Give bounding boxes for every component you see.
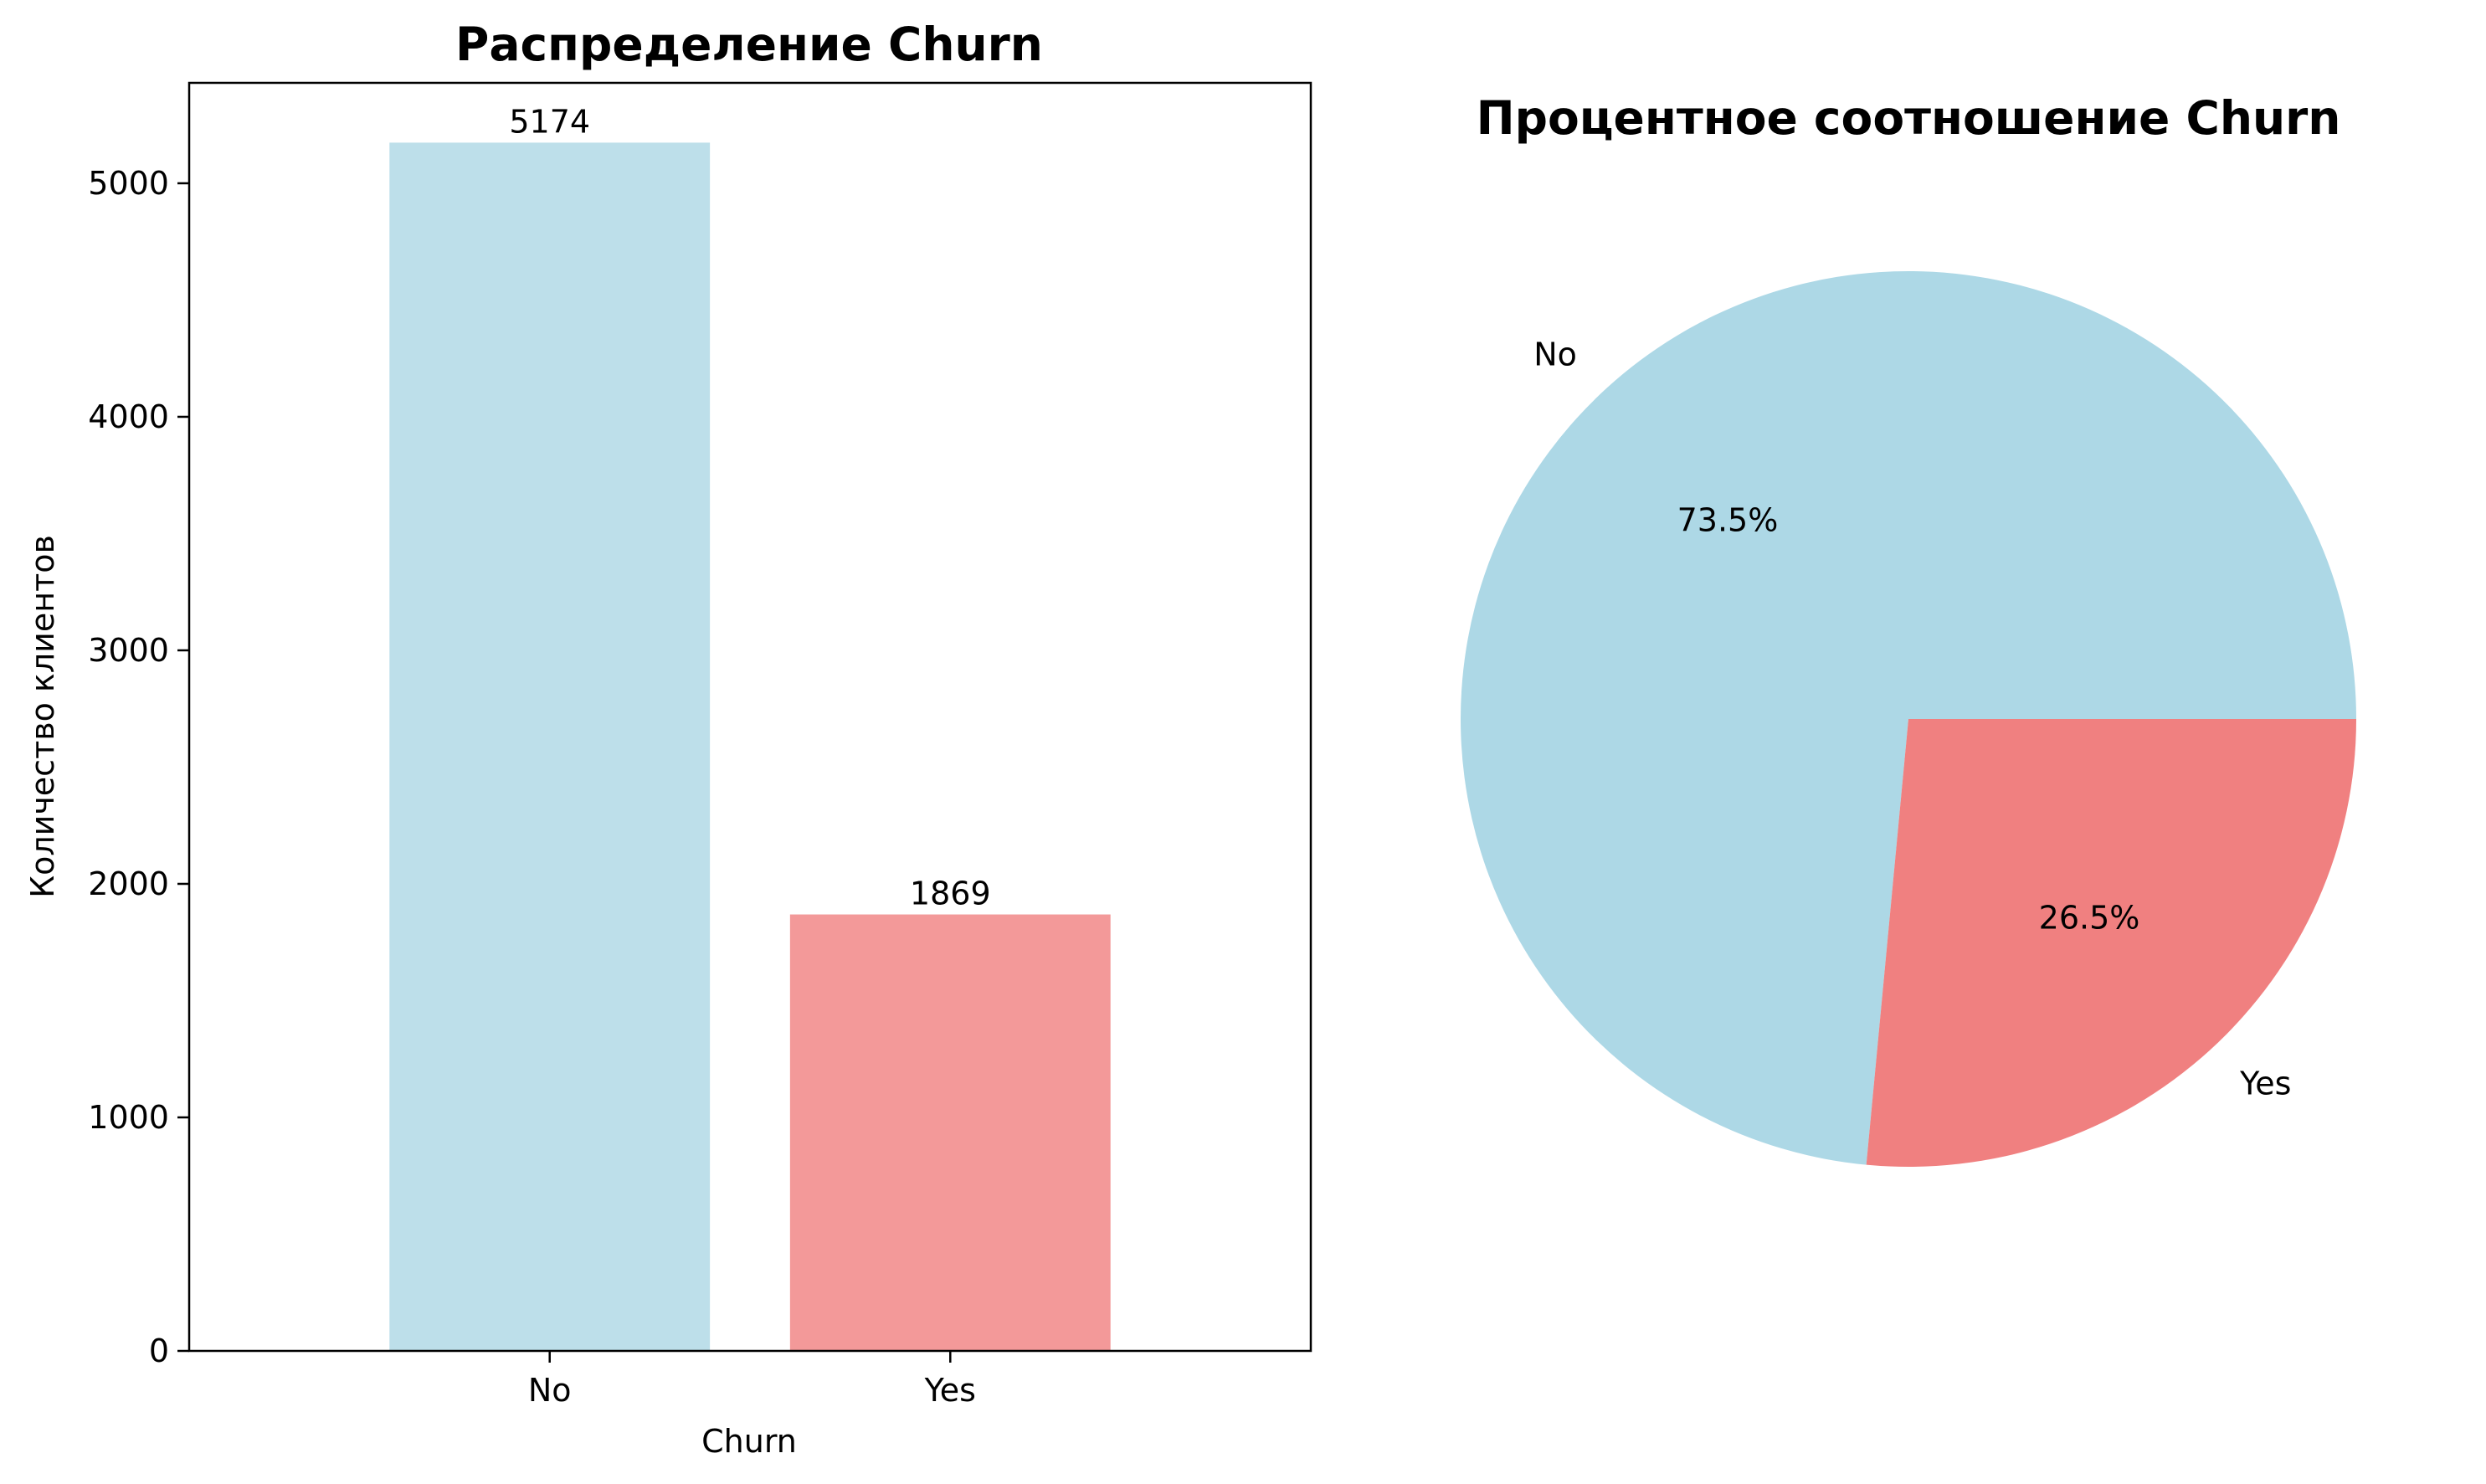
x-tick-label-yes: Yes (924, 1372, 976, 1409)
x-tick-label-no: No (528, 1372, 572, 1409)
bar-value-label-yes: 1869 (910, 876, 991, 912)
pie-category-label-no: No (1533, 336, 1577, 373)
pie-slice-yes (1866, 719, 2356, 1167)
y-tick-label: 1000 (88, 1099, 169, 1136)
y-tick-label: 5000 (88, 165, 169, 202)
y-tick-label: 4000 (88, 398, 169, 435)
bar-marks: 5174 1869 (389, 103, 1111, 1351)
y-tick-label: 2000 (88, 865, 169, 902)
pie-marks: 73.5% No 26.5% Yes (1461, 270, 2356, 1167)
pie-category-label-yes: Yes (2239, 1065, 2291, 1101)
bar-axes-frame (187, 81, 1312, 1353)
bar-value-label-no: 5174 (509, 103, 590, 140)
pie-pct-label-yes: 26.5% (2039, 899, 2140, 936)
y-tick-label: 0 (149, 1333, 169, 1369)
bar-no (389, 142, 711, 1351)
y-tick-label: 3000 (88, 632, 169, 669)
x-axis-label: Churn (701, 1423, 797, 1460)
y-axis-label: Количество клиентов (24, 535, 61, 898)
bar-chart-panel: Распределение Churn 5174 1869 0 1000 2000 30… (24, 18, 1312, 1460)
pie-chart-title: Процентное соотношение Churn (1477, 91, 2341, 145)
x-axis-ticks: No Yes (528, 1351, 976, 1409)
bar-yes (789, 914, 1111, 1351)
pie-pct-label-no: 73.5% (1677, 502, 1779, 539)
y-axis-ticks: 0 1000 2000 3000 4000 5000 (88, 165, 189, 1369)
pie-chart-panel: Процентное соотношение Churn 73.5% No 26.5… (1461, 91, 2356, 1167)
bar-chart-title: Распределение Churn (455, 18, 1043, 71)
pie-slice-no (1461, 270, 2356, 1165)
